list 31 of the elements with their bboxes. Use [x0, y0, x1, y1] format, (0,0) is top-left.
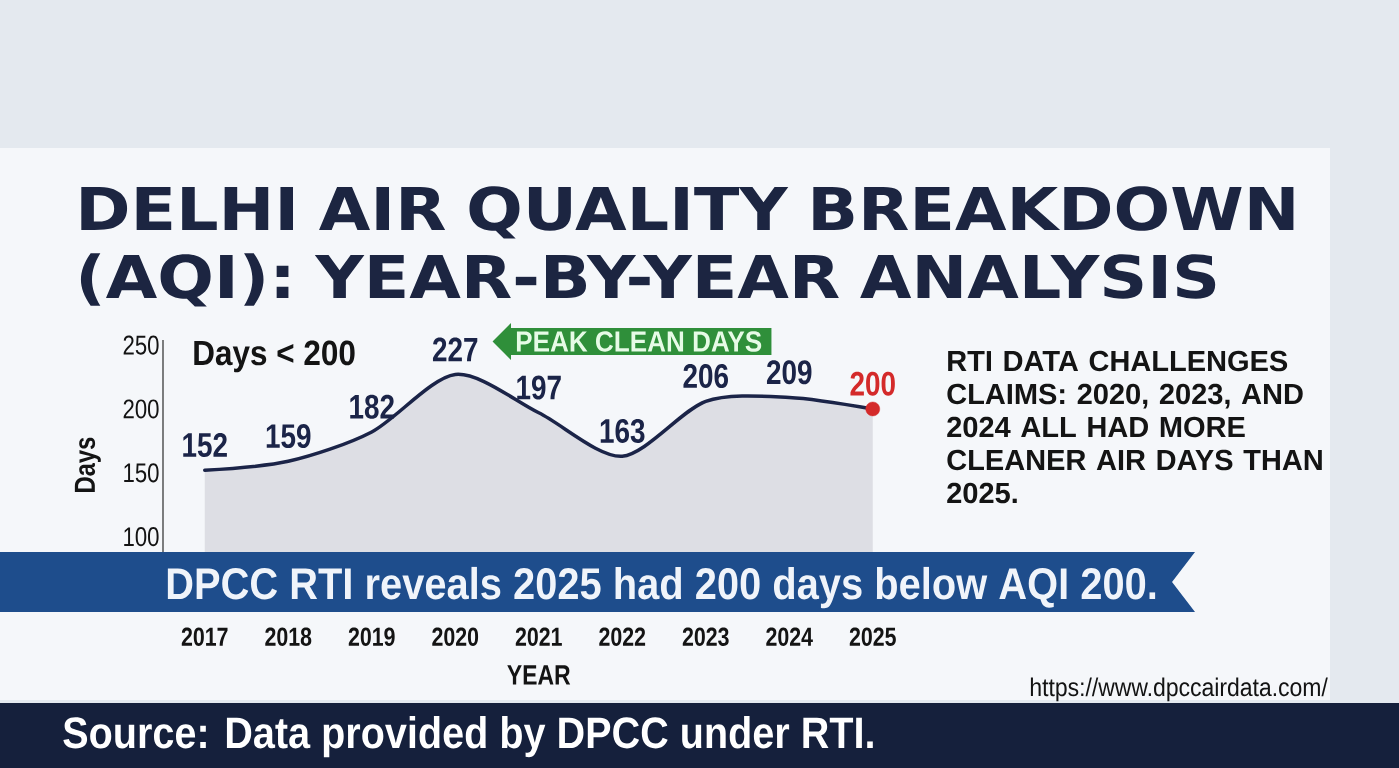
x-tick-label: 2025: [849, 627, 896, 646]
x-tick-label: 2024: [766, 627, 813, 646]
x-tick-label: 2021: [515, 627, 562, 646]
x-axis-title: YEAR: [507, 665, 571, 685]
data-label: 200: [850, 371, 895, 396]
data-label: 227: [432, 337, 478, 362]
text: DPCC RTI reveals 2025 had 200 days below AQI 200.: [167, 566, 1156, 609]
y-tick-label: 100: [124, 527, 159, 547]
x-tick-label: 2022: [599, 627, 646, 646]
data-label: 197: [517, 375, 561, 400]
text: https://www.dpccairdata.com/: [1030, 677, 1328, 702]
y-tick-label: 150: [124, 463, 159, 483]
data-label: 209: [766, 360, 812, 385]
data-label: 182: [350, 394, 394, 419]
annotation: Days < 200: [194, 340, 355, 373]
data-label: 163: [600, 418, 645, 444]
data-label: 159: [266, 424, 311, 449]
x-tick-label: 2018: [265, 627, 312, 646]
x-tick-label: 2017: [181, 627, 228, 646]
x-tick-label: 2023: [682, 627, 729, 646]
y-axis-title: Days: [74, 437, 101, 492]
annotation: PEAK CLEAN DAYS: [516, 331, 762, 352]
y-tick-label: 200: [123, 399, 159, 419]
x-tick-label: 2020: [432, 627, 479, 646]
x-tick-label: 2019: [348, 627, 395, 646]
text: RTI DATA CHALLENGES CLAIMS: 2020, 2023, AND 2024 ALL HAD MORE CLEANER AIR DAYS THAN 2025.: [947, 350, 1322, 504]
source-note: Source: Data provided by DPCC under RTI.: [63, 716, 873, 758]
y-tick-label: 250: [123, 335, 159, 355]
data-label: 152: [183, 432, 227, 458]
data-label: 206: [683, 364, 729, 389]
chart-title: DELHI AIR QUALITY BREAKDOWN (AQI): YEAR-BY-YEAR ANALYSIS: [80, 186, 1294, 307]
